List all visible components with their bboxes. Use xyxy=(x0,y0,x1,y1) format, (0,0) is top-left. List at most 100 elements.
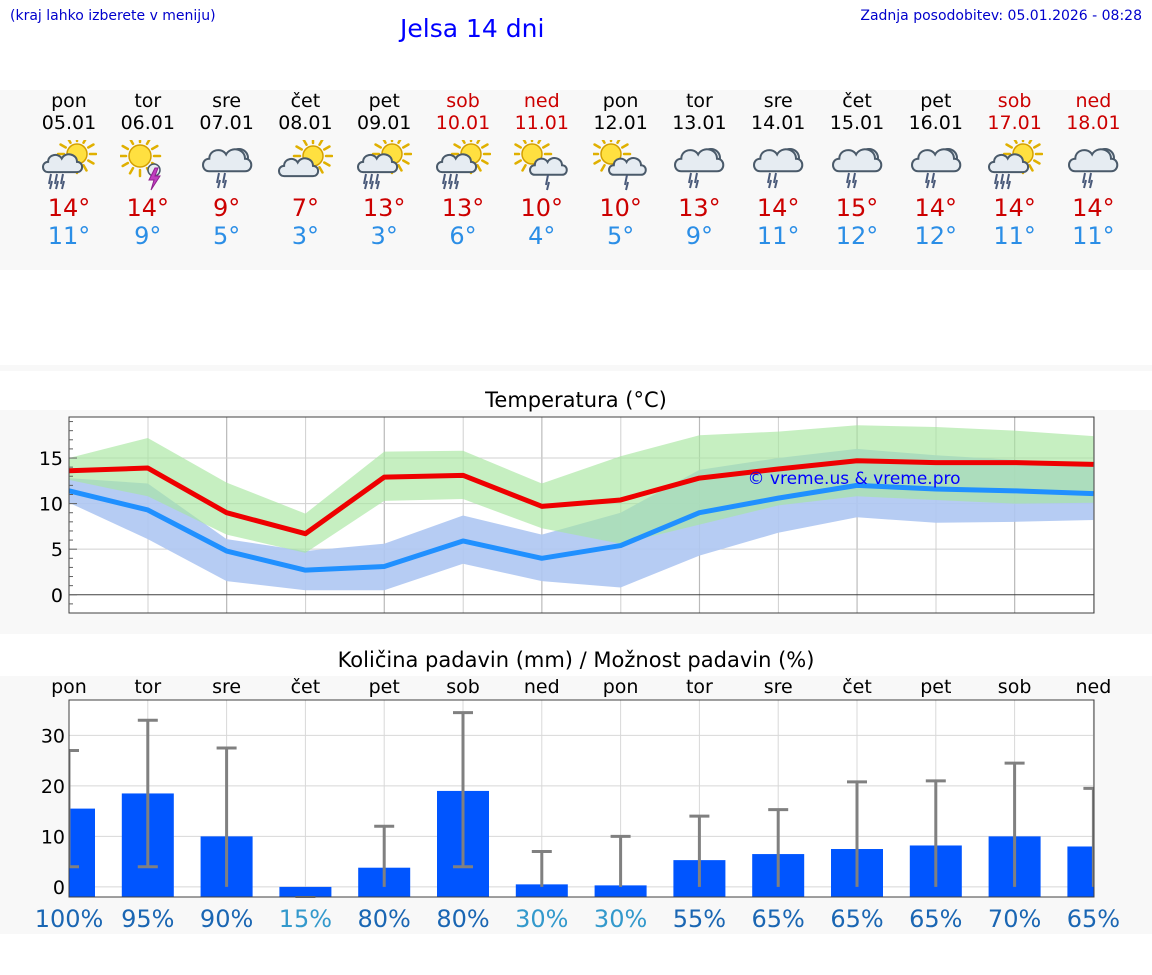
day-name: sre xyxy=(212,90,242,112)
sun-cloud-light-rain-icon xyxy=(513,140,568,191)
day-column: sre 07.01 9° 5° xyxy=(182,90,272,250)
page-title: Jelsa 14 dni xyxy=(400,14,545,43)
precip-probability: 90% xyxy=(200,905,253,933)
max-temperature: 14° xyxy=(993,194,1036,222)
day-column: ned 11.01 10° 4° xyxy=(497,90,587,250)
precip-bar xyxy=(1067,846,1094,897)
prec-day-label: pet xyxy=(369,676,400,698)
min-temperature: 4° xyxy=(528,222,556,250)
separator-band xyxy=(0,365,1152,371)
day-column: čet 08.01 7° 3° xyxy=(260,90,350,250)
min-temperature: 11° xyxy=(1072,222,1115,250)
min-temperature: 5° xyxy=(212,222,241,250)
precip-probability: 30% xyxy=(515,905,568,933)
day-column: sre 14.01 14° 11° xyxy=(733,90,823,250)
temperature-chart: © vreme.us & vreme.pro 0 5 10 15 xyxy=(39,416,1095,614)
max-temperature: 14° xyxy=(914,194,958,222)
max-temperature: 10° xyxy=(520,194,564,222)
min-temperature: 6° xyxy=(449,222,477,250)
day-column: sob 10.01 13° 6° xyxy=(418,90,508,250)
min-temperature: 12° xyxy=(914,222,958,250)
day-date: 12.01 xyxy=(593,112,648,134)
day-date: 10.01 xyxy=(435,112,491,134)
precip-probability: 70% xyxy=(988,905,1041,933)
day-name: ned xyxy=(523,90,560,112)
sun-cloud-icon xyxy=(278,140,334,178)
min-temperature: 12° xyxy=(835,222,879,250)
max-temperature: 13° xyxy=(678,194,721,222)
prec-ytick: 0 xyxy=(53,877,65,899)
day-date: 16.01 xyxy=(908,112,963,134)
day-name: pon xyxy=(51,90,87,112)
day-date: 13.01 xyxy=(672,112,727,134)
prec-day-label: sre xyxy=(212,676,241,698)
day-date: 14.01 xyxy=(750,112,806,134)
max-temperature: 14° xyxy=(1072,194,1115,222)
precip-probability: 95% xyxy=(121,905,174,933)
precip-probability: 100% xyxy=(35,905,104,933)
min-temperature: 5° xyxy=(606,222,635,250)
sun-cloud-rain-icon xyxy=(436,140,491,190)
day-column: pet 09.01 13° 3° xyxy=(339,90,429,250)
max-temperature: 13° xyxy=(441,194,485,222)
cloud-rain-icon xyxy=(674,148,725,189)
min-temperature: 3° xyxy=(370,222,398,250)
day-name: čet xyxy=(842,90,872,112)
precip-probability: 65% xyxy=(830,905,883,933)
min-temperature: 3° xyxy=(291,222,320,250)
precip-bar xyxy=(69,808,95,897)
max-temperature: 14° xyxy=(126,194,170,222)
watermark: © vreme.us & vreme.pro xyxy=(747,469,960,489)
cloud-rain-icon xyxy=(1068,148,1119,189)
precip-probability: 30% xyxy=(594,905,647,933)
prec-plot-frame xyxy=(68,699,1095,898)
prec-day-label: sob xyxy=(998,676,1032,698)
day-name: tor xyxy=(685,90,713,112)
precip-probability: 15% xyxy=(279,905,332,933)
day-name: ned xyxy=(1075,90,1112,112)
max-temperature: 14° xyxy=(756,194,800,222)
precipitation-chart: 0 10 20 30 pon tor sre čet pet sob ned pon tor sre čet… xyxy=(35,676,1120,933)
day-column: čet 15.01 15° 12° xyxy=(812,90,902,250)
day-date: 15.01 xyxy=(829,112,885,134)
day-column: sob 17.01 14° 11° xyxy=(970,90,1060,250)
prec-day-label: čet xyxy=(842,676,872,698)
temp-ytick: 10 xyxy=(39,494,63,516)
day-date: 11.01 xyxy=(514,112,569,134)
day-column: pon 12.01 10° 5° xyxy=(576,90,666,250)
day-column: pon 05.01 14° 11° xyxy=(24,90,114,250)
day-name: sob xyxy=(446,90,480,112)
day-date: 18.01 xyxy=(1066,112,1121,134)
prec-day-label: tor xyxy=(686,676,713,698)
prec-day-label: pon xyxy=(603,676,639,698)
precip-probability: 65% xyxy=(909,905,962,933)
last-update: Zadnja posodobitev: 05.01.2026 - 08:28 xyxy=(860,8,1142,24)
prec-day-label: pon xyxy=(51,676,87,698)
day-name: pon xyxy=(602,90,639,112)
max-temperature: 9° xyxy=(212,194,241,222)
min-temperature: 9° xyxy=(685,222,714,250)
prec-day-label: tor xyxy=(134,676,161,698)
min-temperature: 9° xyxy=(134,222,162,250)
day-column: tor 06.01 14° 9° xyxy=(103,90,193,250)
day-name: čet xyxy=(290,90,321,112)
temp-ytick: 15 xyxy=(39,448,63,470)
cloud-rain-icon xyxy=(201,148,252,189)
sun-cloud-rain-icon xyxy=(357,140,413,190)
max-temperature: 13° xyxy=(362,194,406,222)
prec-day-label: čet xyxy=(291,676,321,698)
day-name: sob xyxy=(997,90,1032,112)
prec-day-label: ned xyxy=(1076,676,1112,698)
max-temperature: 14° xyxy=(47,194,91,222)
precip-probability: 65% xyxy=(1067,905,1120,933)
day-column: ned 18.01 14° 11° xyxy=(1048,90,1138,250)
precip-bar xyxy=(279,886,332,897)
day-name: pet xyxy=(368,90,400,112)
prec-ytick: 10 xyxy=(41,826,65,848)
prec-day-label: pet xyxy=(920,676,951,698)
min-temperature: 11° xyxy=(47,222,91,250)
precipitation-chart-title: Količina padavin (mm) / Možnost padavin … xyxy=(337,648,815,672)
temp-ytick: 5 xyxy=(51,539,63,561)
day-date: 09.01 xyxy=(356,112,412,134)
prec-ytick: 30 xyxy=(41,725,65,747)
